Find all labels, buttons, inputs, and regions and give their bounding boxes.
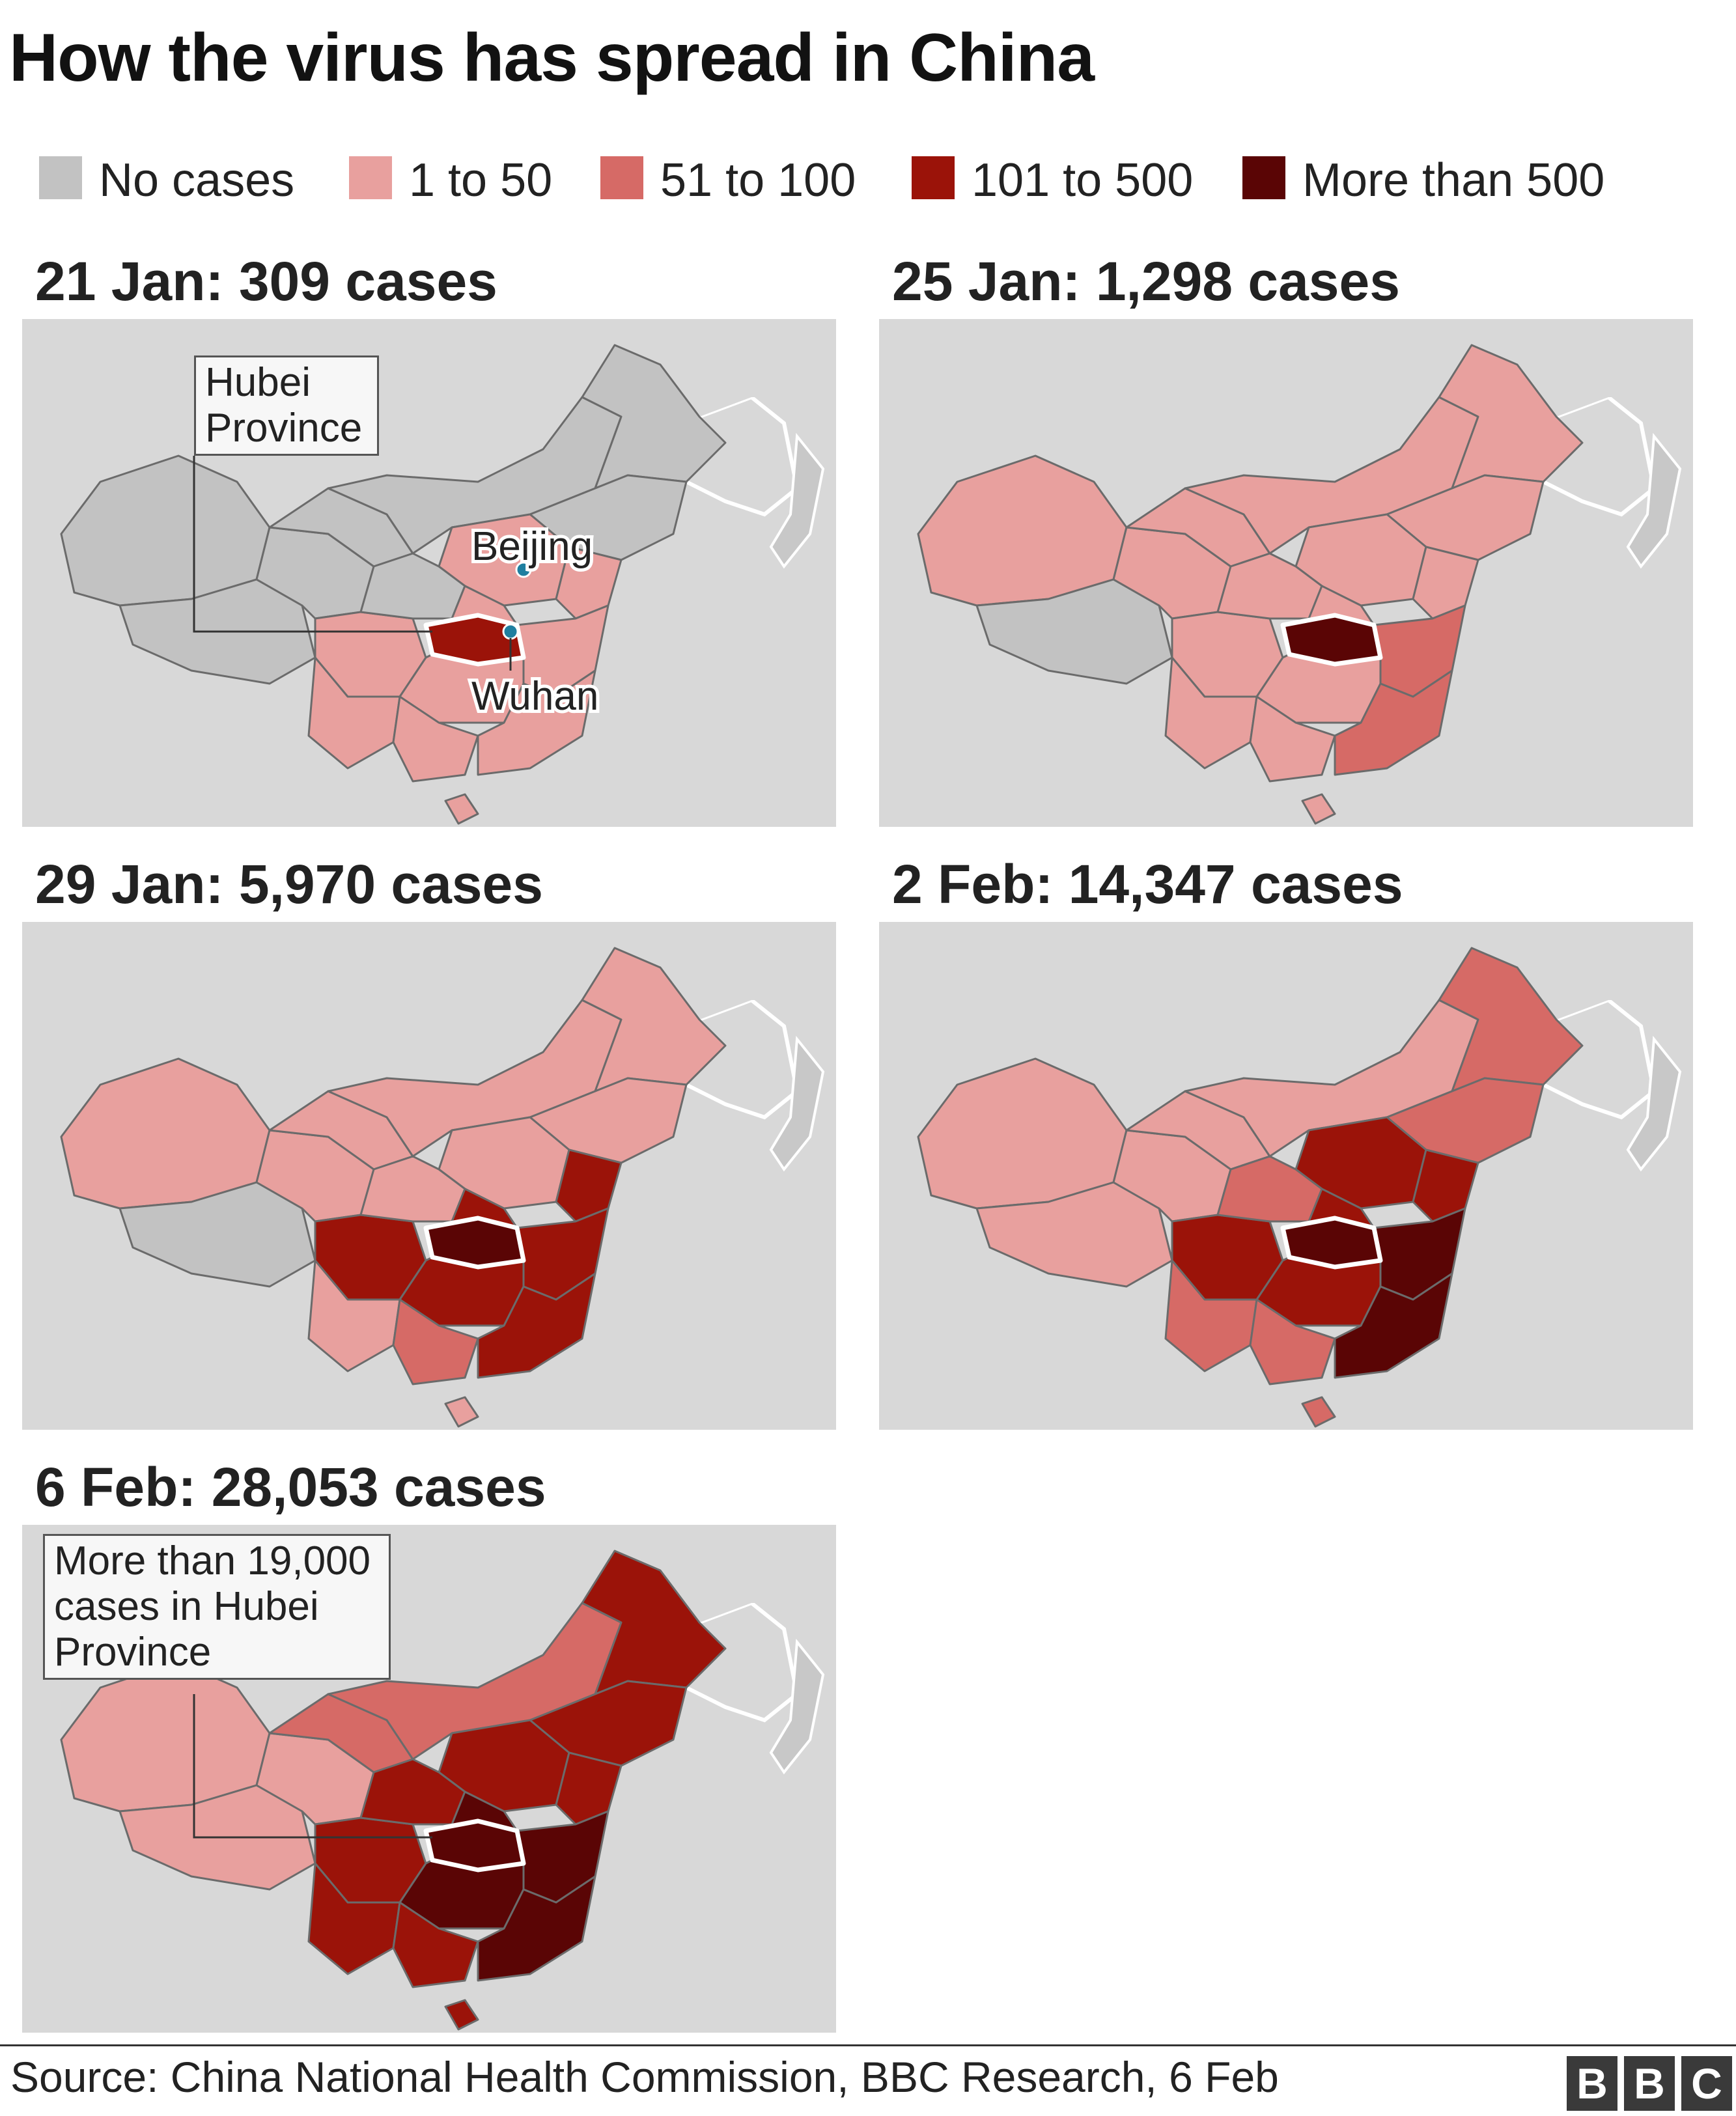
province-guangdong-fujian [477,669,596,776]
panel-heading: 29 Jan: 5,970 cases [35,854,543,915]
neighbour-land [879,922,1693,1143]
province-shandong [1412,546,1479,620]
japan-land [769,1638,825,1775]
province-shandong [1412,1148,1479,1223]
source-note: Source: China National Health Commission… [10,2053,1279,2101]
panel-heading: 25 Jan: 1,298 cases [892,251,1400,312]
bbc-logo-letter: B [1624,2056,1675,2111]
neighbour-land [1541,395,1657,517]
legend-swatch [600,156,643,199]
province-hainan [444,1396,479,1428]
callout-leader [193,456,432,633]
bbc-logo: B B C [1560,2056,1732,2111]
beijing-dot [515,561,532,578]
legend-swatch [1242,156,1285,199]
legend-label: 1 to 50 [409,154,553,206]
china-map: Beijing Wuhan [22,319,836,827]
panel-heading: 21 Jan: 309 cases [35,251,497,312]
japan-land [1626,432,1682,569]
hubei-outline [1280,1216,1383,1270]
neighbour-land [684,997,800,1120]
province-heilongjiang [581,947,727,1093]
panel-29-jan: 29 Jan: 5,970 cases [22,853,849,1439]
province-heilongjiang [581,1550,727,1695]
panel-2-feb: 2 Feb: 14,347 cases [879,853,1706,1439]
japan-land [1626,1035,1682,1172]
neighbour-land [684,395,800,517]
city-label-beijing: Beijing [471,524,593,569]
bbc-logo-letter: C [1681,2056,1732,2111]
footer-divider [0,2044,1736,2046]
china-map [22,922,836,1430]
province-hainan [444,1999,479,2031]
panel-heading: 2 Feb: 14,347 cases [892,854,1403,915]
neighbour-land [684,1600,800,1723]
neighbour-land [1541,997,1657,1120]
province-shandong [555,1751,623,1826]
hubei-outline [423,1818,526,1872]
china-map [879,319,1693,827]
province-guangdong-fujian [477,1875,596,1982]
hubei-outline [423,1216,526,1270]
japan-land [769,432,825,569]
callout-leader [193,1694,432,1839]
province-guangdong-fujian [1334,669,1453,776]
hubei-callout: Hubei Province [194,355,379,456]
neighbour-land [22,922,836,1143]
panel-6-feb: 6 Feb: 28,053 cases More than 19,000 cas… [22,1456,849,2042]
japan-land [769,1035,825,1172]
province-heilongjiang [1438,947,1584,1093]
hubei-callout: More than 19,000 cases in Hubei Province [43,1534,391,1680]
legend-label: More than 500 [1302,154,1605,206]
china-map [879,922,1693,1430]
province-shandong [555,546,623,620]
hubei-outline [1280,613,1383,667]
chart-title: How the virus has spread in China [9,20,1095,96]
panel-25-jan: 25 Jan: 1,298 cases [879,250,1706,836]
province-heilongjiang [581,344,727,490]
legend-swatch [39,156,82,199]
panel-21-jan: 21 Jan: 309 cases Beijing Wuhan Hubei Pro… [22,250,849,836]
neighbour-land [879,319,1693,540]
province-guangdong-fujian [477,1272,596,1379]
legend-label: 51 to 100 [660,154,856,206]
province-shandong [555,1148,623,1223]
province-heilongjiang [1438,344,1584,490]
legend-label: No cases [99,154,295,206]
legend-label: 101 to 500 [972,154,1194,206]
panel-heading: 6 Feb: 28,053 cases [35,1456,546,1518]
province-hainan [1301,1396,1336,1428]
province-guangdong-fujian [1334,1272,1453,1379]
bbc-logo-letter: B [1567,2056,1617,2111]
city-label-wuhan: Wuhan [471,674,598,719]
hubei-outline [423,613,526,667]
china-map [22,1525,836,2033]
wuhan-dot [502,623,519,640]
legend-swatch [912,156,955,199]
legend-swatch [349,156,392,199]
province-hainan [1301,793,1336,825]
province-hainan [444,793,479,825]
